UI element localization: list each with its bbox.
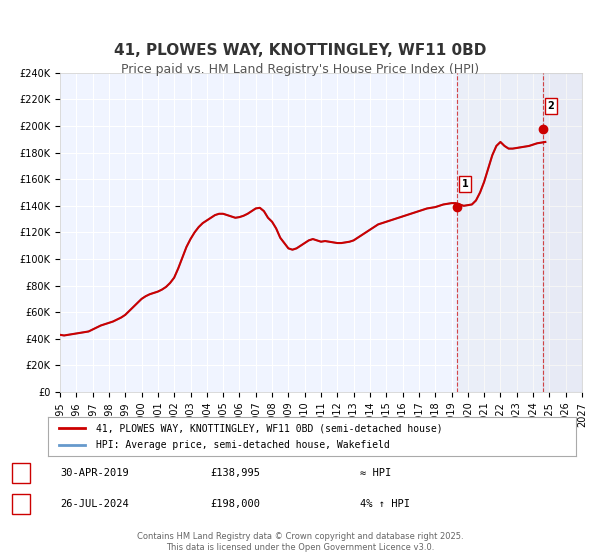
Bar [542, 73, 582, 392]
Text: ≈ HPI: ≈ HPI [360, 468, 391, 478]
Text: 2: 2 [547, 101, 554, 111]
Text: 4% ↑ HPI: 4% ↑ HPI [360, 499, 410, 509]
Bar [457, 73, 542, 392]
Text: 2: 2 [17, 499, 25, 509]
Text: 30-APR-2019: 30-APR-2019 [60, 468, 129, 478]
Text: 41, PLOWES WAY, KNOTTINGLEY, WF11 0BD (semi-detached house): 41, PLOWES WAY, KNOTTINGLEY, WF11 0BD (s… [95, 423, 442, 433]
Text: 26-JUL-2024: 26-JUL-2024 [60, 499, 129, 509]
Text: Contains HM Land Registry data © Crown copyright and database right 2025.
This d: Contains HM Land Registry data © Crown c… [137, 532, 463, 552]
Text: 1: 1 [462, 179, 469, 189]
Text: Price paid vs. HM Land Registry's House Price Index (HPI): Price paid vs. HM Land Registry's House … [121, 63, 479, 77]
Text: £198,000: £198,000 [210, 499, 260, 509]
Text: 1: 1 [17, 468, 25, 478]
Text: £138,995: £138,995 [210, 468, 260, 478]
Text: 41, PLOWES WAY, KNOTTINGLEY, WF11 0BD: 41, PLOWES WAY, KNOTTINGLEY, WF11 0BD [114, 43, 486, 58]
Text: HPI: Average price, semi-detached house, Wakefield: HPI: Average price, semi-detached house,… [95, 440, 389, 450]
